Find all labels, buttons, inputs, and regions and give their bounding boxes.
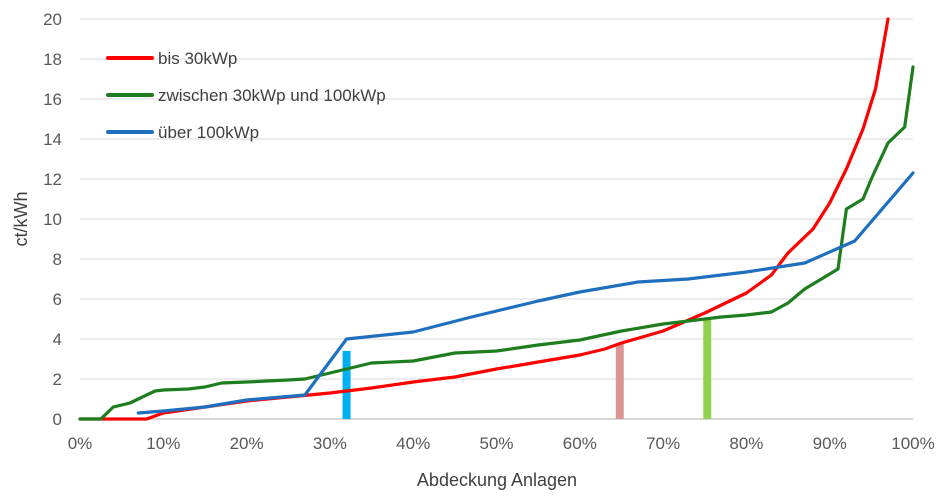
x-tick-label: 60% bbox=[563, 434, 597, 453]
series-line bbox=[78, 65, 915, 421]
legend-label: über 100kWp bbox=[158, 123, 259, 142]
marker-bar bbox=[615, 343, 624, 419]
y-tick-label: 0 bbox=[53, 410, 62, 429]
series-line bbox=[136, 171, 915, 415]
x-tick-label: 10% bbox=[146, 434, 180, 453]
y-tick-label: 10 bbox=[43, 210, 62, 229]
x-tick-label: 20% bbox=[230, 434, 264, 453]
x-tick-label: 40% bbox=[396, 434, 430, 453]
x-tick-labels: 0% 10% 20% 30% 40% 50% 60% 70% 80% 90% 100% bbox=[68, 434, 935, 453]
y-tick-label: 18 bbox=[43, 50, 62, 69]
y-tick-labels: 0 2 4 6 8 10 12 14 16 18 20 bbox=[43, 10, 62, 429]
y-tick-label: 14 bbox=[43, 130, 62, 149]
x-tick-label: 70% bbox=[646, 434, 680, 453]
x-tick-label: 80% bbox=[729, 434, 763, 453]
marker-bars bbox=[342, 319, 712, 419]
y-tick-label: 16 bbox=[43, 90, 62, 109]
legend-label: bis 30kWp bbox=[158, 49, 237, 68]
y-tick-label: 2 bbox=[53, 370, 62, 389]
marker-bar bbox=[342, 351, 351, 419]
legend-label: zwischen 30kWp und 100kWp bbox=[158, 86, 386, 105]
y-tick-label: 20 bbox=[43, 10, 62, 29]
y-axis-title: ct/kWh bbox=[11, 191, 31, 246]
x-tick-label: 90% bbox=[813, 434, 847, 453]
series-lines bbox=[78, 17, 915, 421]
y-tick-label: 4 bbox=[53, 330, 62, 349]
marker-bar bbox=[703, 319, 712, 419]
x-axis-title: Abdeckung Anlagen bbox=[417, 470, 577, 490]
y-tick-label: 6 bbox=[53, 290, 62, 309]
x-tick-label: 50% bbox=[479, 434, 513, 453]
x-tick-label: 30% bbox=[313, 434, 347, 453]
gridlines bbox=[80, 18, 913, 380]
x-tick-label: 100% bbox=[891, 434, 934, 453]
y-tick-label: 12 bbox=[43, 170, 62, 189]
legend: bis 30kWp zwischen 30kWp und 100kWp über 1… bbox=[106, 49, 386, 142]
y-tick-label: 8 bbox=[53, 250, 62, 269]
x-tick-label: 0% bbox=[68, 434, 93, 453]
